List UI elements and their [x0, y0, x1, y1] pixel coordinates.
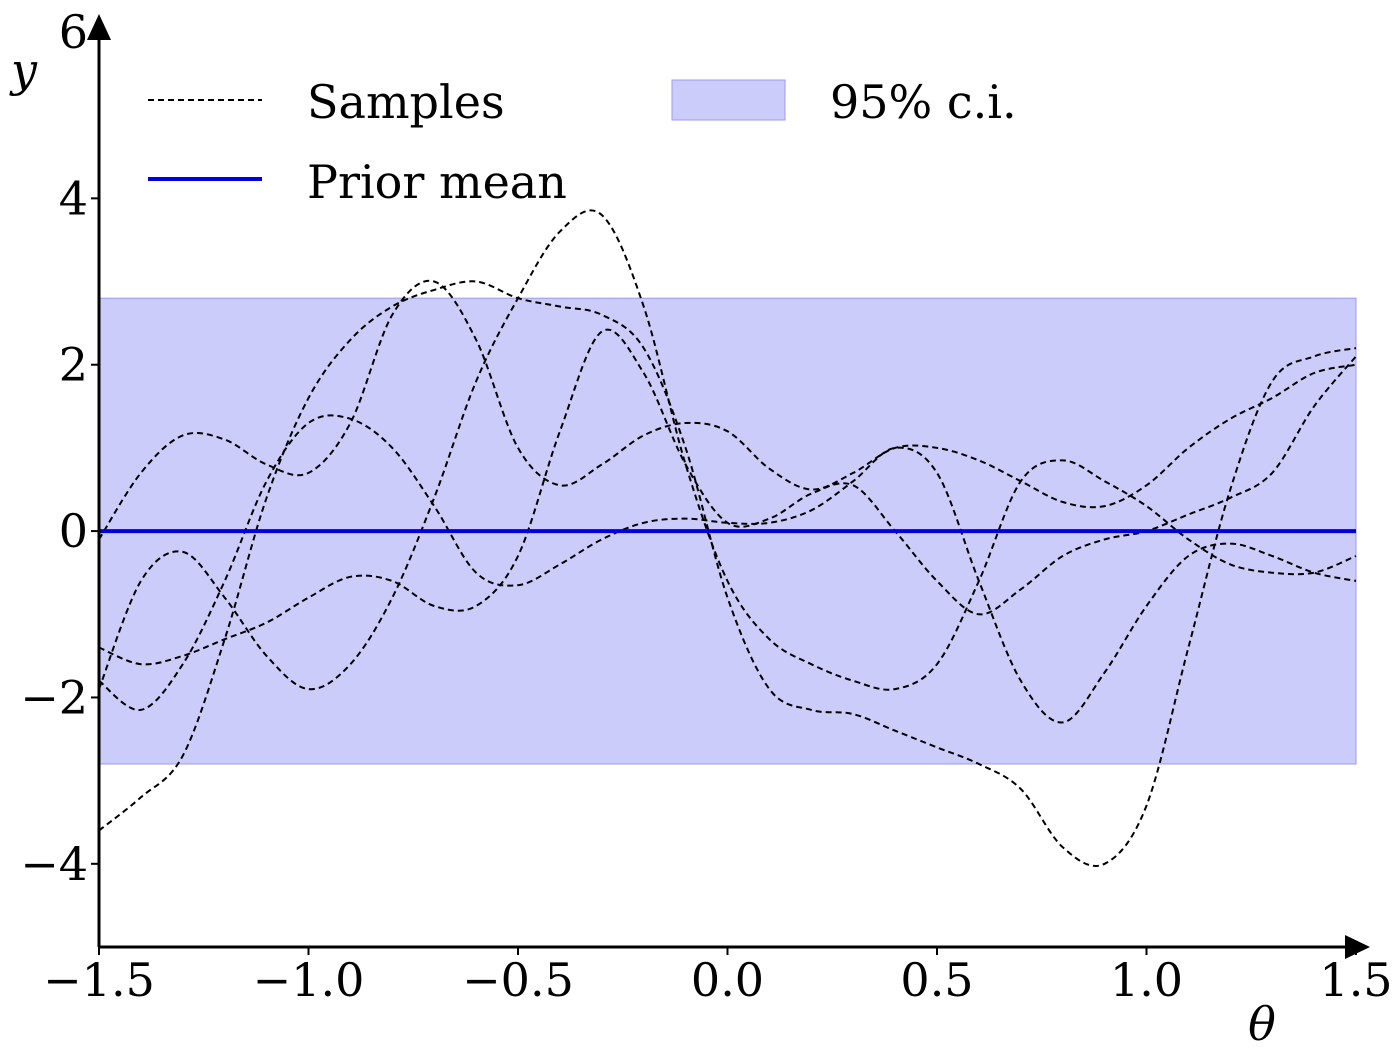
y-tick-label: 0 — [59, 504, 88, 558]
legend-ci-swatch — [671, 79, 786, 121]
legend-samples-label: Samples — [307, 75, 505, 129]
y-tick-label: 4 — [59, 171, 88, 225]
x-tick-label: −0.5 — [462, 953, 574, 1007]
y-tick-label: 2 — [59, 338, 88, 392]
legend-ci-label: 95% c.i. — [830, 75, 1017, 129]
sample-curve-3 — [98, 209, 1357, 691]
x-tick-label: 0.5 — [900, 953, 973, 1007]
legend: Samples Prior mean 95% c.i. — [148, 75, 1017, 209]
sample-curve-5 — [98, 280, 1357, 867]
sample-curve-4 — [98, 414, 1357, 724]
legend-prior-mean-label: Prior mean — [307, 155, 567, 209]
x-tick-label: −1.0 — [253, 953, 365, 1007]
y-tick-label: 6 — [59, 5, 88, 59]
y-ticks: −4 −2 0 2 4 6 — [20, 5, 99, 891]
sample-curve-1 — [98, 279, 1357, 540]
x-tick-label: 1.0 — [1110, 953, 1183, 1007]
y-tick-label: −2 — [20, 670, 88, 724]
x-tick-label: 1.5 — [1319, 953, 1392, 1007]
x-ticks: −1.5 −1.0 −0.5 0.0 0.5 1.0 1.5 — [43, 947, 1393, 1007]
y-axis-arrow — [87, 14, 111, 40]
x-axis-arrow — [1345, 935, 1370, 959]
y-tick-label: −4 — [20, 837, 88, 891]
x-tick-label: −1.5 — [43, 953, 155, 1007]
x-tick-label: 0.0 — [691, 953, 764, 1007]
y-axis-label: y — [9, 43, 38, 97]
x-axis-label: θ — [1248, 997, 1276, 1051]
